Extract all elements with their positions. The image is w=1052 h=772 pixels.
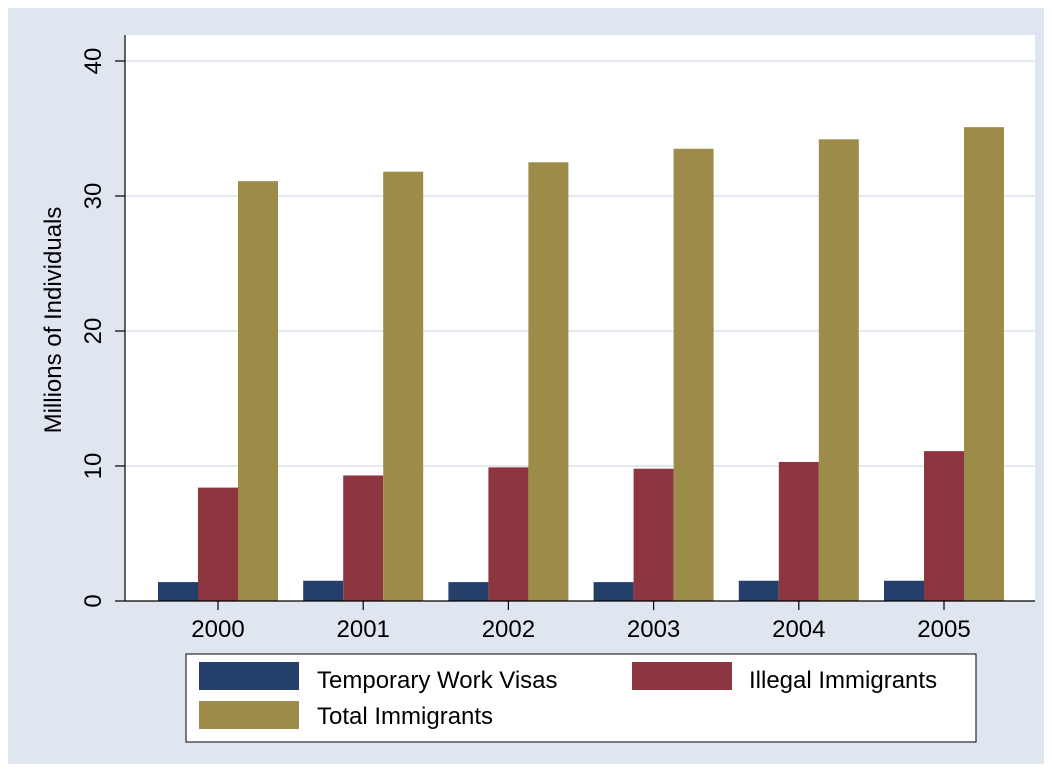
y-tick-label: 0	[80, 594, 107, 607]
bar-illegal-immigrants-2001	[343, 475, 384, 601]
bar-total-immigrants-2001	[383, 171, 424, 601]
bar-temporary-work-visas-2002	[448, 582, 489, 601]
y-tick-label: 20	[80, 318, 107, 345]
bar-illegal-immigrants-2005	[924, 451, 964, 601]
y-tick-label: 30	[80, 183, 107, 210]
y-axis-label: Millions of Individuals	[40, 207, 67, 434]
x-tick-label: 2002	[482, 616, 535, 643]
bar-total-immigrants-2005	[964, 127, 1004, 602]
x-tick-label: 2000	[191, 616, 244, 643]
bar-total-immigrants-2003	[673, 148, 714, 601]
bar-total-immigrants-2002	[528, 162, 569, 601]
bar-temporary-work-visas-2004	[738, 580, 779, 601]
legend-swatch-illegal-immigrants	[632, 662, 732, 690]
legend-box	[185, 653, 977, 743]
y-axis-ticks: 0 10 20 30 40	[80, 48, 125, 608]
bar-total-immigrants-2000	[238, 181, 278, 601]
x-tick-label: 2004	[772, 616, 825, 643]
bar-illegal-immigrants-2002	[488, 467, 529, 601]
bar-total-immigrants-2004	[818, 139, 859, 602]
y-tick-label: 40	[80, 48, 107, 75]
x-tick-label: 2001	[337, 616, 390, 643]
bars-group	[158, 127, 1004, 602]
bar-temporary-work-visas-2005	[884, 580, 924, 601]
bar-temporary-work-visas-2001	[303, 580, 344, 601]
bar-illegal-immigrants-2003	[633, 468, 674, 601]
legend-label: Total Immigrants	[317, 703, 493, 730]
x-axis-ticks: 2000 2001 2002 2003 2004 2005	[191, 601, 971, 643]
legend: Temporary Work Visas Illegal Immigrants To…	[185, 653, 977, 743]
bar-temporary-work-visas-2000	[158, 582, 198, 601]
legend-swatch-total-immigrants	[199, 701, 299, 729]
bar-illegal-immigrants-2000	[198, 487, 238, 601]
bar-illegal-immigrants-2004	[778, 461, 819, 601]
legend-label: Illegal Immigrants	[749, 667, 937, 694]
y-tick-label: 10	[80, 453, 107, 480]
bar-temporary-work-visas-2003	[593, 582, 634, 601]
x-tick-label: 2005	[917, 616, 970, 643]
x-tick-label: 2003	[627, 616, 680, 643]
legend-label: Temporary Work Visas	[317, 667, 558, 694]
legend-swatch-temporary-work-visas	[199, 662, 299, 690]
